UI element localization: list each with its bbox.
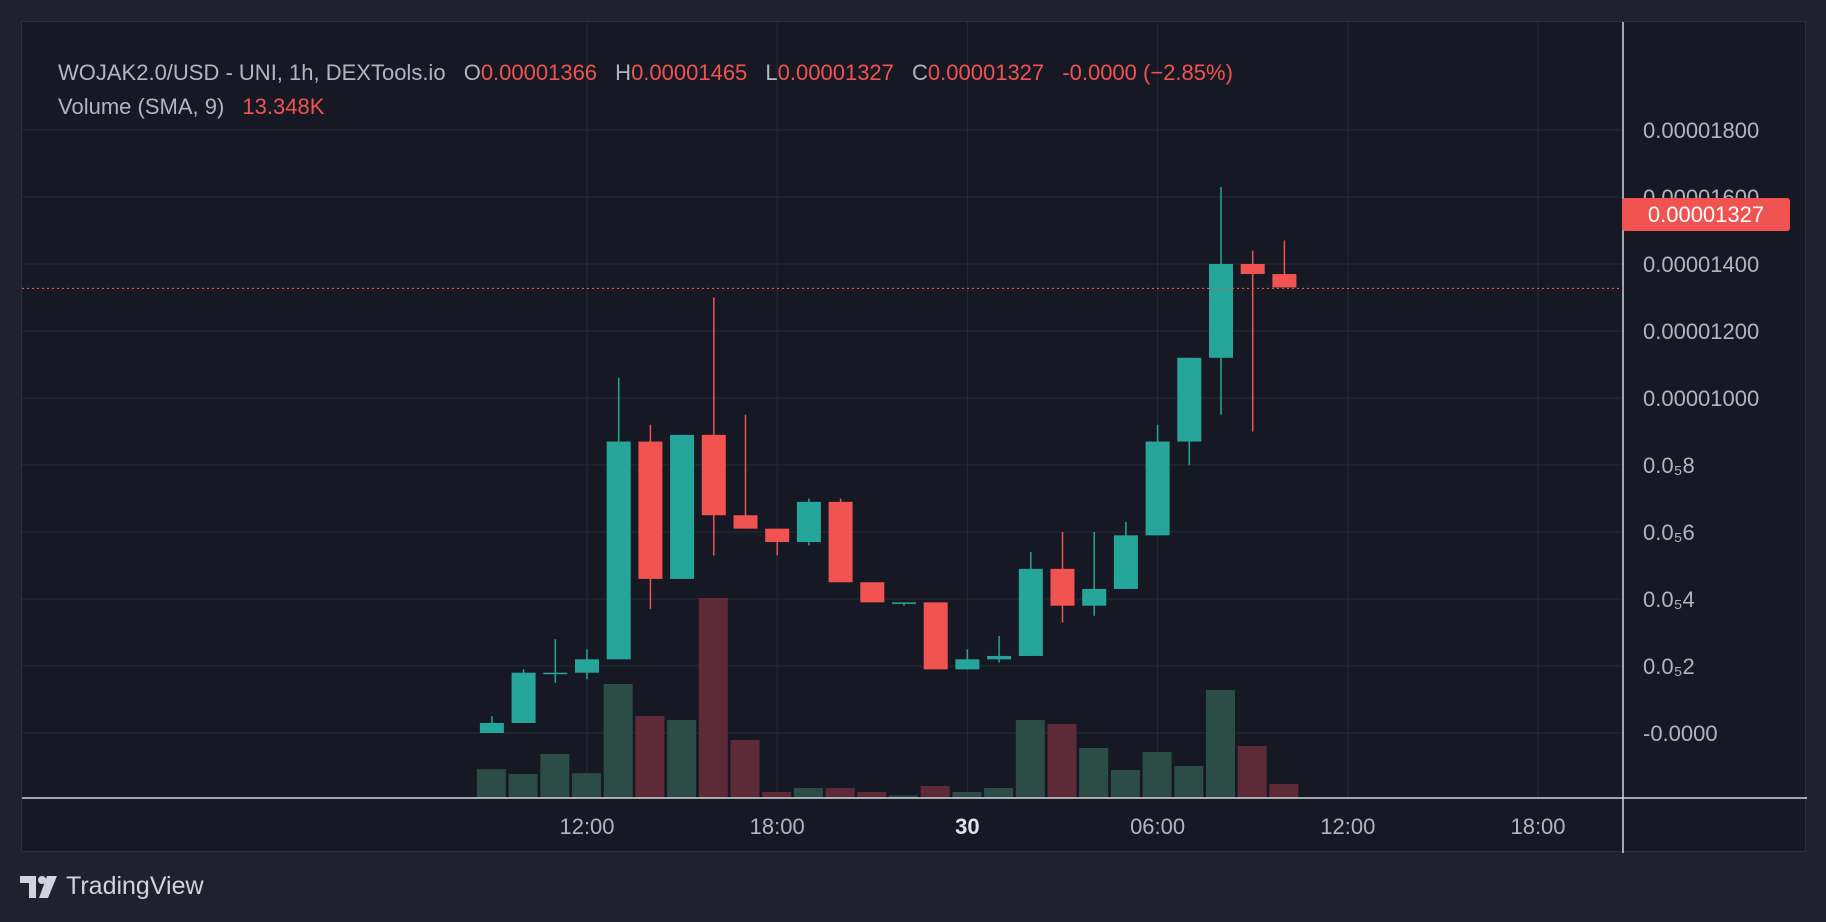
high-value: 0.00001465 — [631, 60, 748, 85]
candle-body — [765, 528, 790, 543]
low-label: L — [765, 60, 778, 85]
volume-bar — [635, 716, 665, 798]
candle-body — [733, 515, 758, 529]
close-label: C — [912, 60, 928, 85]
x-tick-label: 06:00 — [1130, 814, 1185, 839]
volume-bar — [984, 788, 1014, 798]
candle-body — [575, 659, 599, 673]
x-tick-label: 12:00 — [559, 814, 614, 839]
candle-body — [955, 659, 980, 670]
volume-bar — [730, 740, 760, 798]
y-tick-label: 0.0₅2 — [1643, 654, 1695, 679]
volume-legend: Volume (SMA, 9) 13.348K — [58, 94, 324, 120]
candle-body — [638, 441, 663, 579]
chart-panel[interactable]: 0.000018000.000016000.000014000.00001200… — [21, 21, 1807, 853]
price-legend: WOJAK2.0/USD - UNI, 1h, DEXTools.io O0.0… — [58, 60, 1233, 86]
volume-series — [476, 598, 1299, 798]
symbol-label: WOJAK2.0/USD - UNI, 1h, DEXTools.io — [58, 60, 446, 85]
volume-bar — [762, 792, 792, 798]
volume-bar — [698, 598, 728, 798]
volume-bar — [793, 788, 823, 798]
candle-body — [1145, 441, 1170, 536]
chart-canvas[interactable]: 0.000018000.000016000.000014000.00001200… — [22, 22, 1807, 853]
candle-body — [606, 441, 631, 660]
candle-body — [543, 672, 568, 675]
volume-bar — [508, 774, 538, 798]
last-price-tag: 0.00001327 — [1622, 198, 1790, 231]
candle-body — [860, 582, 885, 603]
candle-body — [1209, 264, 1233, 358]
candle-body — [1113, 535, 1138, 589]
candle-body — [1272, 274, 1297, 288]
volume-bar — [1206, 690, 1235, 798]
volume-bar — [952, 792, 982, 798]
volume-bar — [540, 754, 570, 798]
axis-layer: 0.000018000.000016000.000014000.00001200… — [22, 22, 1807, 853]
volume-bar — [1047, 724, 1077, 798]
volume-value: 13.348K — [242, 94, 325, 119]
candle-body — [796, 501, 821, 543]
tradingview-wordmark: TradingView — [66, 872, 204, 900]
low-value: 0.00001327 — [777, 60, 894, 85]
x-tick-label: 18:00 — [750, 814, 805, 839]
candle-body — [479, 722, 504, 733]
y-tick-label: 0.00001000 — [1643, 386, 1759, 411]
candle-body — [987, 655, 1012, 660]
volume-bar — [1015, 720, 1045, 798]
tradingview-logo-icon — [20, 875, 57, 898]
candle-body — [1082, 588, 1107, 606]
y-tick-label: -0.0000 — [1643, 721, 1718, 746]
open-label: O — [463, 60, 481, 85]
y-tick-label: 0.00001800 — [1643, 118, 1759, 143]
volume-bar — [857, 792, 887, 798]
volume-bar — [1079, 748, 1109, 798]
candle-body — [511, 672, 536, 723]
x-tick-label: 30 — [955, 814, 979, 839]
candle-body — [1240, 264, 1265, 275]
volume-bar — [572, 773, 601, 798]
y-tick-label: 0.0₅6 — [1643, 520, 1695, 545]
volume-bar — [603, 684, 633, 798]
candle-body — [1177, 357, 1202, 442]
grid-layer — [22, 22, 1623, 798]
high-label: H — [615, 60, 632, 85]
y-tick-label: 0.00001400 — [1643, 252, 1759, 277]
candle-body — [892, 602, 916, 604]
x-tick-label: 12:00 — [1320, 814, 1375, 839]
tradingview-logo[interactable]: TradingView — [20, 872, 204, 901]
volume-bar — [825, 788, 855, 798]
candle-body — [1018, 568, 1043, 656]
change-value: -0.0000 (−2.85%) — [1062, 60, 1233, 85]
y-tick-label: 0.00001200 — [1643, 319, 1759, 344]
candle-body — [670, 434, 695, 579]
volume-bar — [1110, 770, 1140, 798]
volume-bar — [1174, 766, 1204, 798]
volume-label: Volume (SMA, 9) — [58, 94, 225, 119]
candlestick-series — [479, 186, 1297, 733]
volume-bar — [476, 769, 506, 798]
volume-bar — [1269, 784, 1299, 798]
y-tick-label: 0.0₅8 — [1643, 453, 1695, 478]
volume-bar — [920, 786, 950, 798]
candle-body — [1050, 568, 1075, 606]
volume-bar — [1142, 752, 1172, 798]
volume-bar — [889, 795, 918, 798]
open-value: 0.00001366 — [480, 60, 598, 85]
volume-bar — [667, 720, 697, 798]
y-tick-label: 0.0₅4 — [1643, 587, 1695, 612]
close-value: 0.00001327 — [927, 60, 1045, 85]
volume-bar — [1237, 746, 1267, 798]
candle-body — [923, 602, 948, 670]
x-tick-label: 18:00 — [1510, 814, 1565, 839]
candle-body — [701, 434, 726, 516]
candle-body — [828, 501, 853, 583]
